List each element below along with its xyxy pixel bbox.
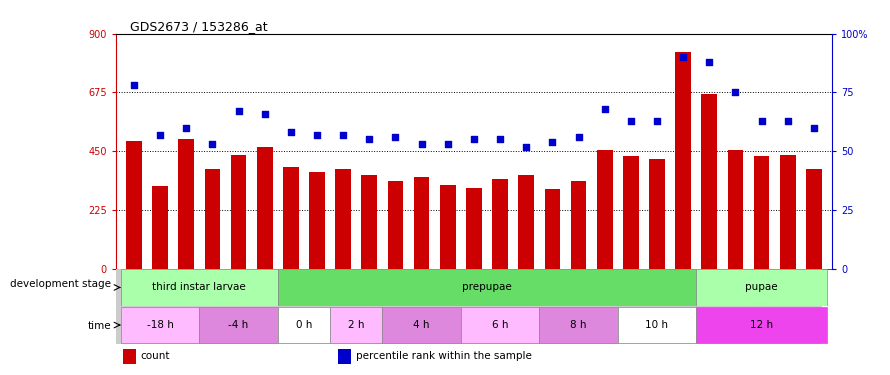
Point: [755, 118, 769, 124]
Bar: [336, 170, 351, 268]
Point: [571, 134, 586, 140]
Bar: [361, 175, 377, 268]
Point: [597, 106, 611, 112]
Bar: [152, 186, 168, 268]
Text: 0 h: 0 h: [295, 320, 312, 330]
Bar: [179, 140, 194, 268]
Bar: [696, 269, 827, 306]
Point: [624, 118, 638, 124]
Point: [441, 141, 455, 147]
Bar: [492, 178, 508, 268]
Bar: [623, 156, 639, 268]
Bar: [278, 307, 330, 343]
Text: 6 h: 6 h: [492, 320, 508, 330]
Bar: [440, 185, 456, 268]
Point: [650, 118, 664, 124]
Point: [153, 132, 167, 138]
Point: [493, 136, 507, 142]
Point: [336, 132, 351, 138]
Text: -18 h: -18 h: [147, 320, 174, 330]
Point: [806, 125, 821, 131]
Point: [127, 82, 142, 88]
Point: [467, 136, 481, 142]
Point: [284, 129, 298, 135]
Point: [546, 139, 560, 145]
Bar: [618, 307, 696, 343]
Bar: [649, 159, 665, 268]
Text: count: count: [141, 351, 170, 361]
Point: [206, 141, 220, 147]
Bar: [388, 181, 403, 268]
Point: [781, 118, 795, 124]
Text: 10 h: 10 h: [645, 320, 668, 330]
Point: [415, 141, 429, 147]
Text: third instar larvae: third instar larvae: [152, 282, 247, 292]
Bar: [309, 172, 325, 268]
Bar: [545, 189, 560, 268]
Bar: [461, 307, 539, 343]
Bar: [383, 307, 461, 343]
Point: [257, 111, 271, 117]
Text: pupae: pupae: [745, 282, 778, 292]
Text: 2 h: 2 h: [348, 320, 365, 330]
Bar: [126, 141, 142, 268]
Bar: [123, 350, 136, 364]
Bar: [597, 150, 612, 268]
Bar: [570, 181, 587, 268]
Text: percentile rank within the sample: percentile rank within the sample: [356, 351, 531, 361]
Point: [231, 108, 246, 114]
Bar: [231, 155, 247, 268]
Point: [519, 144, 533, 150]
Bar: [754, 156, 769, 268]
Bar: [199, 307, 278, 343]
Bar: [676, 52, 691, 268]
Bar: [338, 350, 351, 364]
Bar: [257, 147, 272, 268]
Point: [310, 132, 324, 138]
Bar: [283, 167, 299, 268]
Bar: [780, 155, 796, 268]
Bar: [466, 188, 481, 268]
Text: -4 h: -4 h: [229, 320, 248, 330]
Bar: [518, 175, 534, 268]
Bar: [539, 307, 618, 343]
Bar: [330, 307, 383, 343]
Bar: [727, 150, 743, 268]
Point: [388, 134, 402, 140]
Text: development stage: development stage: [11, 279, 111, 289]
Bar: [205, 170, 221, 268]
Text: time: time: [87, 321, 111, 331]
Bar: [806, 170, 821, 268]
Point: [179, 125, 193, 131]
Point: [728, 90, 742, 96]
Bar: [121, 269, 278, 306]
Text: 12 h: 12 h: [750, 320, 773, 330]
Bar: [701, 94, 717, 268]
Text: prepupae: prepupae: [462, 282, 512, 292]
Point: [676, 54, 691, 60]
Bar: [121, 307, 199, 343]
Bar: [278, 269, 696, 306]
Bar: [696, 307, 827, 343]
Point: [362, 136, 376, 142]
Bar: [414, 177, 430, 268]
Point: [702, 59, 716, 65]
Text: GDS2673 / 153286_at: GDS2673 / 153286_at: [130, 20, 268, 33]
Text: 4 h: 4 h: [413, 320, 430, 330]
Text: 8 h: 8 h: [570, 320, 587, 330]
